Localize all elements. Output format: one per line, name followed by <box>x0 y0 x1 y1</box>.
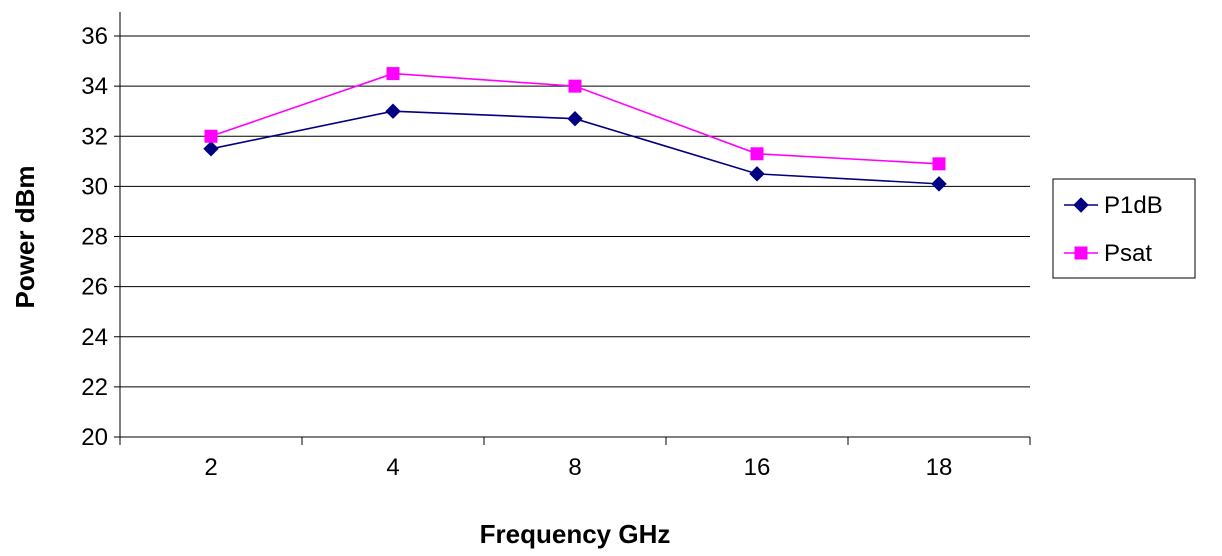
y-axis-title: Power dBm <box>10 165 40 308</box>
x-tick-label: 16 <box>744 454 771 481</box>
legend-label: P1dB <box>1104 192 1163 219</box>
legend-marker <box>1073 197 1089 213</box>
axes <box>114 12 1031 445</box>
x-tick-label: 2 <box>204 454 217 481</box>
y-tick-label: 28 <box>81 224 108 251</box>
y-tick-label: 20 <box>81 424 108 451</box>
legend-label: Psat <box>1104 240 1152 267</box>
x-tick-label: 18 <box>926 454 953 481</box>
legend: P1dB Psat <box>1052 178 1196 279</box>
y-tick-label: 26 <box>81 274 108 301</box>
y-tick-label: 30 <box>81 173 108 200</box>
x-tick-label: 4 <box>386 454 399 481</box>
x-tick-label: 8 <box>568 454 581 481</box>
x-tick-labels: 2 4 8 16 18 <box>204 454 952 481</box>
series-group <box>203 67 947 192</box>
x-axis-title: Frequency GHz <box>480 519 671 549</box>
data-point <box>750 147 764 161</box>
data-point <box>932 157 946 171</box>
data-point <box>931 176 947 192</box>
data-point <box>568 79 582 93</box>
data-point <box>204 129 218 143</box>
legend-marker <box>1074 246 1088 260</box>
y-tick-label: 24 <box>81 324 108 351</box>
data-point <box>386 67 400 81</box>
y-tick-label: 34 <box>81 73 108 100</box>
legend-item-psat: Psat <box>1064 240 1152 267</box>
data-point <box>567 110 583 127</box>
data-point <box>385 103 401 119</box>
data-point <box>749 166 765 182</box>
legend-item-p1db: P1dB <box>1064 192 1163 219</box>
y-tick-label: 22 <box>81 374 108 401</box>
y-tick-label: 32 <box>81 123 108 150</box>
y-tick-label: 36 <box>81 23 108 50</box>
y-tick-labels: 20 22 24 26 28 30 32 34 36 <box>81 23 108 451</box>
data-point <box>203 141 219 157</box>
series-psat <box>204 67 946 171</box>
legend-box <box>1052 178 1196 279</box>
series-p1db <box>203 103 947 192</box>
